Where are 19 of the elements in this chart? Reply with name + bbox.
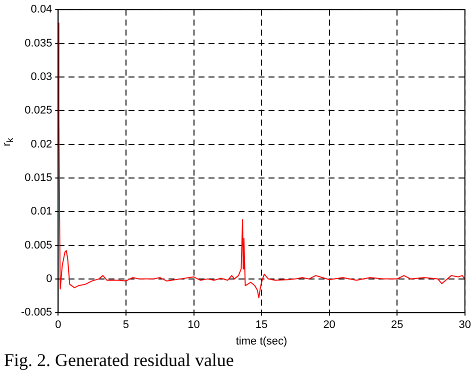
x-tick-label: 10 xyxy=(188,319,200,332)
x-tick-label: 30 xyxy=(458,319,472,332)
caption: Fig. 2. Generated residual value xyxy=(4,350,234,371)
x-axis-title: time t(sec) xyxy=(236,335,288,348)
y-tick-label: 0.01 xyxy=(30,206,52,218)
x-tick-label: 0 xyxy=(55,319,62,332)
y-tick-label: 0.025 xyxy=(24,104,52,117)
y-tick-label: 0.035 xyxy=(24,37,52,50)
y-tick-label: 0.03 xyxy=(30,70,52,83)
x-tick-label: 5 xyxy=(122,319,130,332)
x-tick-label: 15 xyxy=(255,319,268,332)
x-tick-label: 25 xyxy=(390,319,404,332)
y-tick-label: 0 xyxy=(46,272,52,285)
y-tick-label: -0.005 xyxy=(20,306,52,319)
y-tick-label: 0.02 xyxy=(30,138,52,150)
y-tick-label: 0.04 xyxy=(30,4,52,16)
y-tick-label: 0.005 xyxy=(24,239,52,252)
x-tick-label: 20 xyxy=(323,319,336,332)
y-tick-label: 0.015 xyxy=(24,172,52,184)
